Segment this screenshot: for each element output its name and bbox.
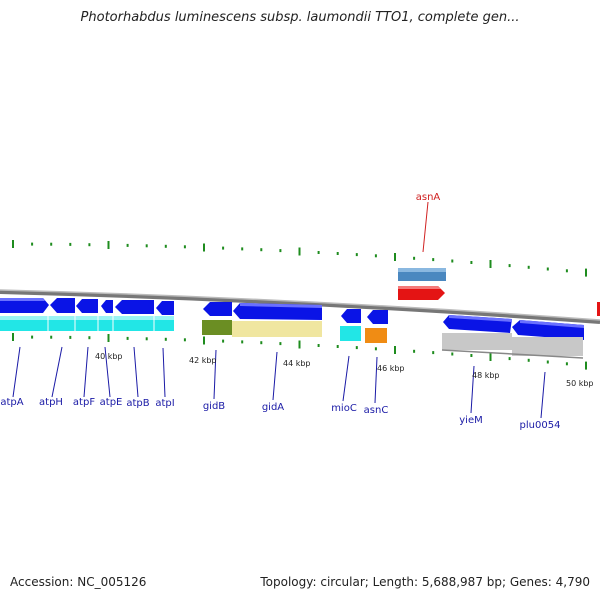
- atpA-highlight: [0, 298, 45, 301]
- asnC-shade[interactable]: [365, 328, 387, 343]
- atp-shade-highlight: [0, 316, 174, 320]
- plu0054-highlight: [520, 320, 584, 328]
- mioC-cds[interactable]: [341, 309, 361, 323]
- scale-label-50kbp: 50 kbp: [566, 379, 594, 388]
- genome-backbone-highlight: [0, 289, 600, 321]
- gidB-cds[interactable]: [203, 302, 232, 316]
- mioC-label-line: [342, 355, 350, 402]
- tick-row-bottom: [12, 333, 587, 370]
- scale-label-40kbp: 40 kbp: [95, 352, 123, 361]
- atpH-cds[interactable]: [50, 298, 75, 313]
- gidB-label-line: [213, 349, 217, 400]
- atpA-label[interactable]: atpA: [0, 397, 23, 408]
- atpH-label[interactable]: atpH: [39, 397, 63, 408]
- accession-text: Accession: NC_005126: [10, 575, 147, 589]
- atpF-cds[interactable]: [76, 299, 98, 313]
- asnA-label[interactable]: asnA: [416, 192, 441, 203]
- map-title: Photorhabdus luminescens subsp. laumondi…: [80, 10, 520, 25]
- atpB-label-line: [133, 346, 139, 398]
- plu0054-label[interactable]: plu0054: [520, 420, 561, 431]
- asnA-cds[interactable]: [398, 286, 445, 300]
- gidB-shade[interactable]: [202, 320, 232, 335]
- genome-backbone: [0, 290, 600, 324]
- yieM-shade[interactable]: [442, 333, 512, 350]
- asnA-highlight: [398, 286, 441, 289]
- asnA-label-line: [422, 201, 429, 253]
- tick-row-top: [12, 240, 587, 277]
- asnC-cds[interactable]: [367, 310, 388, 324]
- atpB-cds[interactable]: [115, 300, 154, 314]
- genome-summary-text: Topology: circular; Length: 5,688,987 bp…: [260, 575, 590, 589]
- gene-label-lines: [12, 346, 546, 419]
- yieM-label[interactable]: yieM: [459, 415, 482, 426]
- gidA-label-line: [272, 351, 278, 401]
- atpE-cds[interactable]: [101, 300, 113, 313]
- plu0054-shade[interactable]: [512, 337, 583, 356]
- atpI-label[interactable]: atpI: [155, 398, 174, 409]
- atpF-label-line: [83, 346, 89, 398]
- gidA-label[interactable]: gidA: [262, 402, 284, 413]
- scale-label-48kbp: 48 kbp: [472, 371, 500, 380]
- atpA-label-line: [12, 346, 21, 398]
- yieM-label-line: [470, 365, 475, 414]
- scale-label-46kbp: 46 kbp: [377, 364, 405, 373]
- atpI-label-line: [162, 347, 166, 398]
- gidA-highlight: [240, 303, 322, 308]
- asnC-label-line: [374, 356, 378, 404]
- edge-rna-fragment[interactable]: [597, 302, 600, 316]
- plu0054-label-line: [540, 371, 546, 419]
- asnC-label[interactable]: asnC: [364, 405, 389, 416]
- atpF-label[interactable]: atpF: [73, 397, 95, 408]
- gidB-label[interactable]: gidB: [203, 401, 225, 412]
- mioC-shade[interactable]: [340, 326, 361, 341]
- mioC-label[interactable]: mioC: [331, 403, 357, 414]
- atpB-label[interactable]: atpB: [126, 398, 149, 409]
- atpA-cds[interactable]: [0, 298, 49, 313]
- yieM-highlight: [449, 315, 512, 322]
- feature-shade-row: [0, 316, 584, 359]
- atpE-label[interactable]: atpE: [100, 397, 123, 408]
- atpH-label-line: [51, 346, 63, 398]
- scale-label-42kbp: 42 kbp: [189, 356, 217, 365]
- asnA-shade-highlight: [398, 268, 446, 272]
- scale-labels: 40 kbp 42 kbp 44 kbp 46 kbp 48 kbp 50 kb…: [95, 352, 594, 388]
- gene-labels: atpA atpH atpF atpE atpB atpI gidB gidA …: [0, 397, 560, 431]
- scale-label-44kbp: 44 kbp: [283, 359, 311, 368]
- atpI-cds[interactable]: [156, 301, 174, 315]
- gidA-shade[interactable]: [232, 321, 322, 337]
- gray-shade-edge: [441, 349, 584, 359]
- atpE-label-line: [104, 346, 111, 398]
- cds-row: [0, 298, 584, 340]
